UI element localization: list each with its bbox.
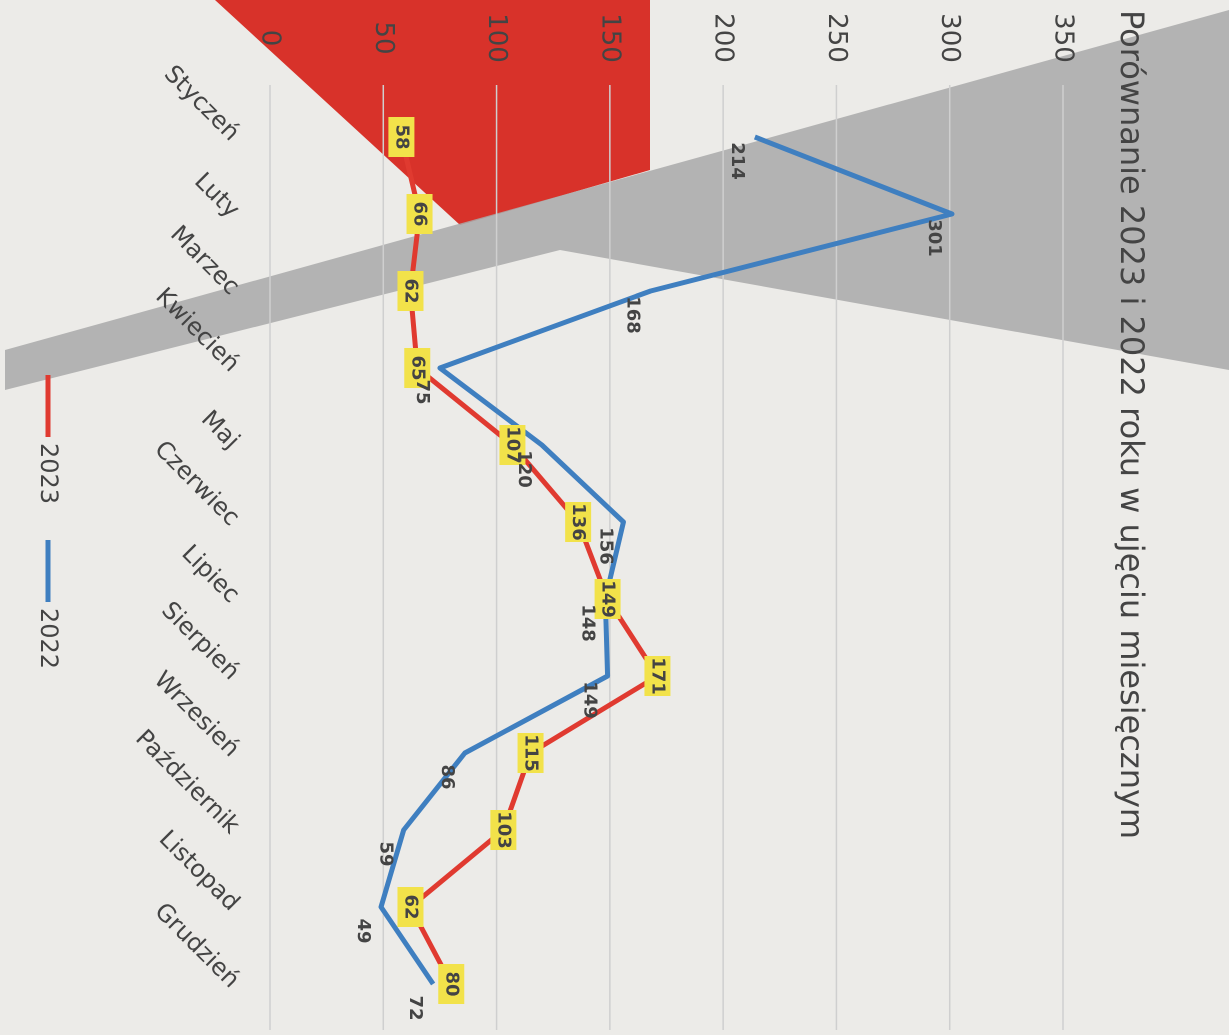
value-label: 214 bbox=[727, 142, 748, 180]
value-label-box bbox=[594, 579, 621, 619]
value-label: 171 bbox=[647, 657, 668, 695]
y-tick-label: 200 bbox=[709, 13, 739, 63]
series-line bbox=[378, 134, 955, 986]
value-label: 65 bbox=[407, 355, 428, 380]
value-label-box bbox=[517, 733, 544, 773]
value-label: 156 bbox=[595, 527, 616, 565]
value-label: 80 bbox=[441, 971, 462, 996]
value-label: 75 bbox=[412, 379, 433, 404]
value-label: 148 bbox=[577, 604, 598, 642]
value-label: 58 bbox=[391, 124, 412, 149]
value-label-box bbox=[404, 348, 431, 388]
value-label: 86 bbox=[437, 764, 458, 789]
value-label: 120 bbox=[514, 450, 535, 488]
chart-title: Porównanie 2023 i 2022 roku w ujęciu mie… bbox=[1113, 10, 1151, 839]
y-tick-label: 300 bbox=[935, 13, 965, 63]
value-label-box bbox=[490, 810, 517, 850]
value-label: 66 bbox=[410, 201, 431, 226]
decor-red bbox=[215, 0, 650, 225]
value-label: 149 bbox=[598, 580, 619, 618]
y-tick-label: 250 bbox=[822, 13, 852, 63]
value-label: 168 bbox=[623, 296, 644, 334]
value-label: 115 bbox=[521, 734, 542, 772]
value-label-box bbox=[644, 656, 671, 696]
y-tick-label: 50 bbox=[369, 21, 399, 54]
value-label: 136 bbox=[568, 503, 589, 541]
y-tick-label: 0 bbox=[256, 30, 286, 47]
value-label: 149 bbox=[580, 681, 601, 719]
value-label-box bbox=[438, 964, 465, 1004]
value-label: 301 bbox=[924, 219, 945, 257]
value-label: 62 bbox=[400, 894, 421, 919]
y-tick-label: 150 bbox=[595, 13, 625, 63]
value-label-box bbox=[397, 887, 424, 927]
legend-label: 2022 bbox=[35, 608, 63, 669]
y-tick-label: 100 bbox=[482, 13, 512, 63]
y-tick-label: 350 bbox=[1049, 13, 1079, 63]
value-label: 103 bbox=[493, 811, 514, 849]
value-label-box bbox=[565, 502, 592, 542]
value-label: 107 bbox=[502, 426, 523, 464]
decor-gray bbox=[5, 10, 1229, 390]
value-label: 72 bbox=[405, 995, 426, 1020]
legend-label: 2023 bbox=[35, 443, 63, 504]
value-label-box bbox=[388, 117, 415, 157]
value-label-box bbox=[499, 425, 526, 465]
value-label-box bbox=[406, 194, 433, 234]
value-label: 59 bbox=[376, 841, 397, 866]
value-label-box bbox=[397, 271, 424, 311]
value-label: 62 bbox=[400, 278, 421, 303]
value-label: 49 bbox=[353, 918, 374, 943]
